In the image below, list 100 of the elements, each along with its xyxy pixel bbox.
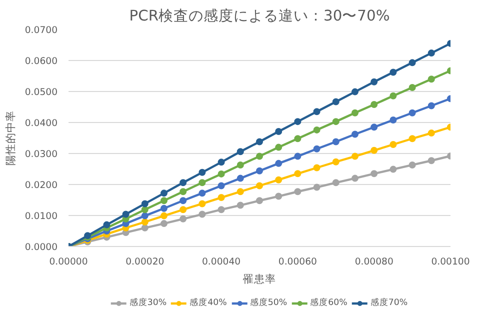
legend-label: 感度70% [370, 297, 408, 309]
point [160, 197, 168, 204]
point [236, 188, 244, 196]
x-tick-label: 0.00060 [278, 256, 318, 268]
x-axis-title: 罹患率 [242, 272, 276, 286]
point [180, 215, 187, 222]
point [352, 152, 358, 160]
point [390, 166, 397, 173]
point [160, 190, 168, 197]
point [180, 179, 187, 186]
point [218, 206, 225, 214]
y-tick-label: 0.0700 [24, 25, 58, 36]
point [256, 197, 263, 204]
point [103, 221, 110, 228]
point [332, 98, 340, 106]
point [198, 179, 206, 186]
point [294, 118, 302, 126]
point [198, 200, 206, 208]
point [294, 135, 302, 142]
point [408, 84, 416, 91]
point [141, 218, 148, 226]
point [428, 76, 435, 83]
point [313, 184, 320, 191]
point [313, 164, 320, 172]
point [332, 118, 340, 126]
point [256, 167, 263, 174]
point [218, 182, 225, 190]
point [370, 78, 378, 86]
point [313, 126, 320, 134]
point [218, 194, 225, 202]
point [313, 108, 320, 116]
x-tick-label: 0.00000 [49, 256, 88, 268]
point [332, 158, 340, 166]
y-tick-label: 0.0200 [24, 180, 58, 191]
point [275, 128, 282, 135]
y-tick-label: 0.0600 [24, 56, 58, 67]
point [275, 176, 282, 184]
point [294, 170, 302, 178]
x-tick-label: 0.00020 [126, 256, 164, 268]
y-tick-label: 0.0100 [24, 211, 58, 222]
point [428, 102, 435, 110]
point [256, 138, 263, 146]
y-tick-label: 0.0300 [24, 149, 58, 160]
point [332, 179, 340, 186]
point [218, 158, 225, 166]
point [370, 101, 378, 108]
point [180, 188, 187, 196]
point [428, 130, 435, 137]
legend-label: 感度30% [129, 297, 167, 309]
point [390, 92, 397, 100]
point [370, 170, 378, 178]
x-tick-label: 0.00080 [354, 256, 394, 268]
point [236, 148, 244, 156]
point [332, 138, 340, 146]
point [275, 144, 282, 151]
point [370, 124, 378, 131]
point [313, 145, 320, 152]
point [428, 50, 435, 57]
point [275, 160, 282, 167]
y-axis-title: 陽性的中率 [4, 110, 17, 166]
point [122, 210, 130, 218]
point [275, 192, 282, 200]
point [180, 206, 187, 214]
point [370, 146, 378, 154]
point [218, 170, 225, 178]
legend-label: 感度60% [310, 297, 348, 309]
y-tick-label: 0.0400 [24, 118, 58, 129]
point [352, 174, 358, 182]
point [180, 197, 187, 204]
point [408, 109, 416, 116]
point [390, 68, 397, 76]
point [141, 206, 148, 214]
point [390, 116, 397, 124]
chart-title: PCR検査の感度による違い：30〜70% [129, 8, 390, 24]
x-tick-label: 0.00100 [431, 256, 470, 268]
point [352, 109, 358, 116]
point [352, 130, 358, 138]
point [294, 188, 302, 196]
point [160, 220, 168, 228]
point [160, 204, 168, 212]
point [198, 168, 206, 176]
point [352, 88, 358, 96]
point [390, 141, 397, 148]
point [236, 202, 244, 209]
point [408, 161, 416, 168]
x-tick-label: 0.00040 [202, 256, 241, 268]
point [141, 224, 148, 232]
point [141, 200, 148, 208]
point [236, 174, 244, 182]
point [428, 157, 435, 164]
point [236, 161, 244, 168]
y-tick-label: 0.0500 [24, 87, 58, 98]
point [256, 152, 263, 160]
point [408, 59, 416, 66]
point [408, 135, 416, 142]
legend-label: 感度50% [250, 297, 288, 309]
y-tick-label: 0.0000 [24, 242, 58, 253]
point [294, 152, 302, 160]
point [141, 212, 148, 220]
point [160, 212, 168, 220]
